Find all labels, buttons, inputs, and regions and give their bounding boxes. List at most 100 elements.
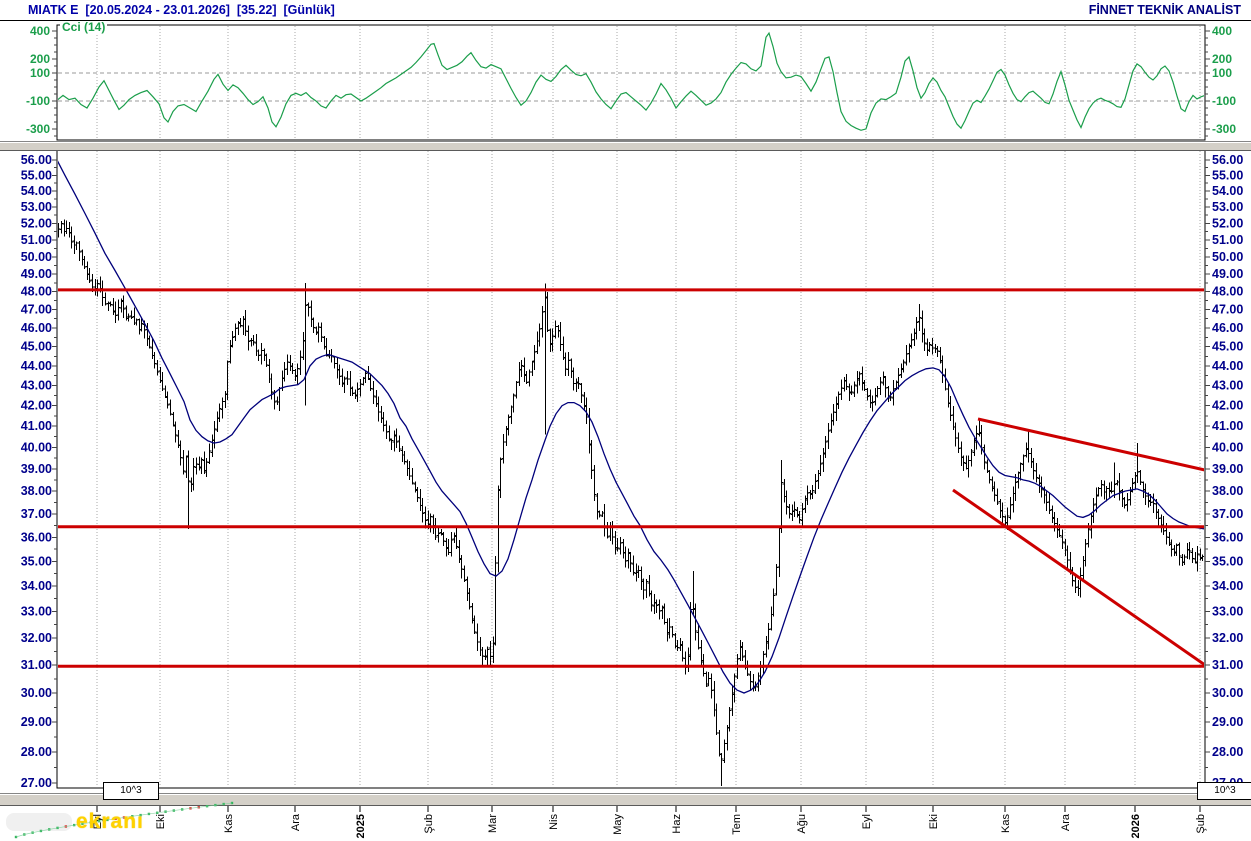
price-tick-label: 32.00 bbox=[1212, 631, 1243, 645]
panel-splitter-upper[interactable] bbox=[0, 141, 1251, 151]
price-tick-label: 52.00 bbox=[1212, 216, 1243, 230]
cci-panel-frame bbox=[56, 24, 1206, 141]
cci-tick-label: -100 bbox=[26, 94, 50, 108]
x-axis-label: May bbox=[612, 814, 624, 835]
support-resistance-lines bbox=[58, 288, 1204, 668]
trend-line bbox=[977, 417, 1204, 472]
price-tick-label: 44.00 bbox=[21, 359, 52, 373]
x-axis-label: Ağu bbox=[796, 814, 808, 834]
cci-indicator-label: Cci (14) bbox=[60, 20, 108, 34]
x-axis: Eyl Eki Kas Ara 2025 Şub Mar Nis May Haz Tem Ağu Eyl… bbox=[92, 805, 1207, 838]
price-tick-label: 55.00 bbox=[1212, 168, 1243, 182]
cci-tick-label: 400 bbox=[30, 24, 50, 38]
cci-tick-label: -300 bbox=[26, 122, 50, 136]
price-tick-label: 49.00 bbox=[21, 267, 52, 281]
chart-title: MIATK E [20.05.2024 - 23.01.2026] [35.22… bbox=[28, 3, 335, 17]
price-tick-label: 37.00 bbox=[21, 507, 52, 521]
x-axis-label: Eki bbox=[155, 814, 167, 829]
price-tick-label: 27.00 bbox=[21, 776, 52, 790]
price-tick-label: 29.00 bbox=[1212, 715, 1243, 729]
price-tick-label: 38.00 bbox=[1212, 484, 1243, 498]
price-tick-label: 31.00 bbox=[1212, 658, 1243, 672]
price-tick-label: 40.00 bbox=[1212, 440, 1243, 454]
price-tick-label: 54.00 bbox=[21, 184, 52, 198]
price-tick-label: 50.00 bbox=[1212, 250, 1243, 264]
price-plot-area[interactable] bbox=[57, 150, 1205, 788]
price-tick-label: 45.00 bbox=[21, 340, 52, 354]
price-tick-label: 38.00 bbox=[21, 484, 52, 498]
price-tick-label: 41.00 bbox=[1212, 419, 1243, 433]
month-gridlines bbox=[96, 26, 1201, 787]
price-tick-label: 52.00 bbox=[21, 216, 52, 230]
price-tick-label: 35.00 bbox=[1212, 554, 1243, 568]
price-tick-label: 28.00 bbox=[21, 745, 52, 759]
price-tick-label: 55.00 bbox=[21, 168, 52, 182]
title-bar: MIATK E [20.05.2024 - 23.01.2026] [35.22… bbox=[0, 0, 1251, 20]
x-axis-label: Nis bbox=[548, 814, 560, 830]
price-tick-label: 42.00 bbox=[21, 399, 52, 413]
x-axis-label: Şub bbox=[423, 814, 435, 834]
price-tick-label: 37.00 bbox=[1212, 507, 1243, 521]
price-tick-label: 53.00 bbox=[21, 200, 52, 214]
price-tick-label: 46.00 bbox=[1212, 321, 1243, 335]
price-tick-label: 33.00 bbox=[21, 605, 52, 619]
price-tick-label: 43.00 bbox=[1212, 379, 1243, 393]
panel-splitter-lower[interactable] bbox=[0, 793, 1251, 806]
price-bars bbox=[58, 219, 1204, 787]
price-tick-label: 54.00 bbox=[1212, 184, 1243, 198]
price-tick-label: 33.00 bbox=[1212, 605, 1243, 619]
price-tick-label: 46.00 bbox=[21, 321, 52, 335]
cci-tick-label: 200 bbox=[1212, 52, 1232, 66]
price-tick-label: 44.00 bbox=[1212, 359, 1243, 373]
x-axis-label: Kas bbox=[1000, 814, 1012, 833]
x-axis-label: 2026 bbox=[1130, 814, 1142, 838]
cci-plot-area[interactable] bbox=[57, 25, 1205, 140]
price-tick-label: 48.00 bbox=[21, 285, 52, 299]
x-axis-label: Tem bbox=[731, 814, 743, 835]
price-tick-label: 31.00 bbox=[21, 658, 52, 672]
moving-average-line bbox=[58, 160, 1204, 694]
x-axis-label: Eyl bbox=[861, 814, 873, 829]
price-tick-label: 35.00 bbox=[21, 554, 52, 568]
cci-tick-label: -300 bbox=[1212, 122, 1236, 136]
cci-line bbox=[58, 31, 1204, 131]
price-tick-label: 40.00 bbox=[21, 440, 52, 454]
x-axis-label: 2025 bbox=[355, 814, 367, 838]
cci-axis-ticks bbox=[52, 30, 1210, 137]
price-tick-label: 30.00 bbox=[21, 686, 52, 700]
price-tick-label: 36.00 bbox=[21, 530, 52, 544]
price-tick-label: 42.00 bbox=[1212, 399, 1243, 413]
price-tick-label: 34.00 bbox=[21, 579, 52, 593]
price-tick-label: 34.00 bbox=[1212, 579, 1243, 593]
price-axis-ticks bbox=[52, 159, 1210, 784]
cci-tick-label: 100 bbox=[30, 66, 50, 80]
price-tick-label: 56.00 bbox=[21, 153, 52, 167]
price-tick-label: 56.00 bbox=[1212, 153, 1243, 167]
price-panel-frame bbox=[56, 149, 1206, 789]
cci-tick-label: 200 bbox=[30, 52, 50, 66]
price-tick-label: 49.00 bbox=[1212, 267, 1243, 281]
cci-tick-label: 400 bbox=[1212, 24, 1232, 38]
price-tick-label: 39.00 bbox=[21, 462, 52, 476]
price-tick-label: 36.00 bbox=[1212, 530, 1243, 544]
x-axis-label: Eki bbox=[928, 814, 940, 829]
scale-note-right: 10^3 bbox=[1197, 782, 1251, 800]
price-tick-label: 43.00 bbox=[21, 379, 52, 393]
price-tick-label: 28.00 bbox=[1212, 745, 1243, 759]
price-tick-label: 50.00 bbox=[21, 250, 52, 264]
cci-tick-label: 100 bbox=[1212, 66, 1232, 80]
price-tick-label: 41.00 bbox=[21, 419, 52, 433]
app-title: FİNNET TEKNİK ANALİST bbox=[1088, 3, 1241, 17]
price-tick-label: 51.00 bbox=[1212, 233, 1243, 247]
price-tick-label: 32.00 bbox=[21, 631, 52, 645]
price-tick-label: 47.00 bbox=[21, 303, 52, 317]
cci-tick-label: -100 bbox=[1212, 94, 1236, 108]
x-axis-label: Haz bbox=[671, 814, 683, 834]
x-axis-label: Ara bbox=[1060, 813, 1072, 831]
price-tick-label: 29.00 bbox=[21, 715, 52, 729]
scale-note-left: 10^3 bbox=[103, 782, 159, 800]
trend-line bbox=[952, 488, 1204, 667]
x-axis-label: Eyl bbox=[92, 814, 104, 829]
